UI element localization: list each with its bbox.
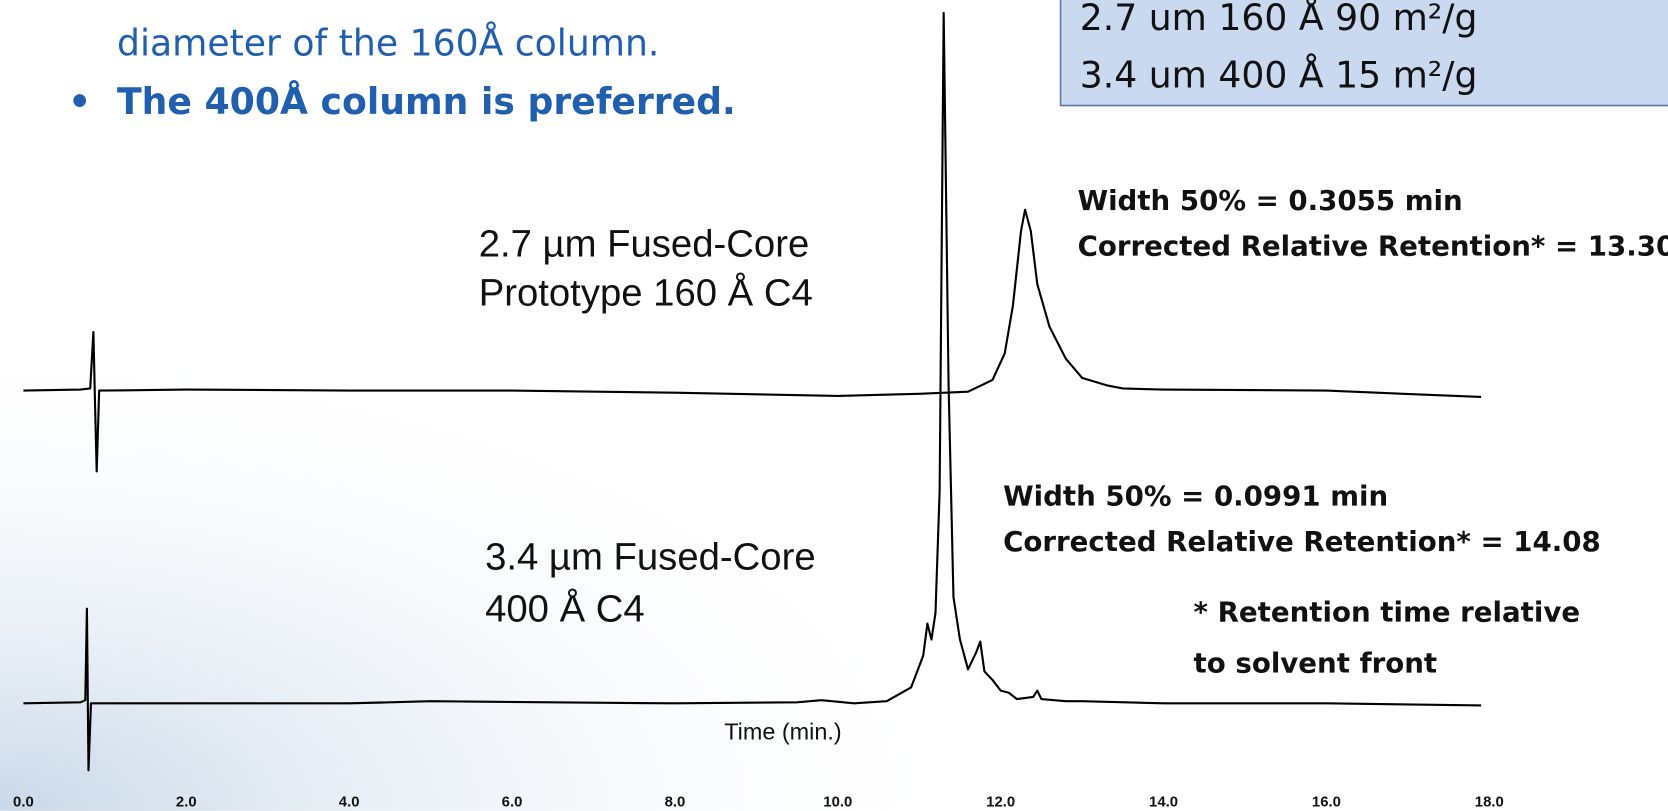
x-tick-label: 14.0 (1149, 795, 1178, 811)
annotation: 2.7 µm Fused-Core (479, 223, 810, 266)
bullet-text: The 400Å column is preferred. (117, 80, 736, 123)
x-tick-label: 16.0 (1312, 795, 1341, 811)
x-tick-label: 0.0 (13, 795, 34, 811)
bullet-dot: • (68, 80, 91, 123)
x-tick-label: 8.0 (665, 795, 686, 811)
info-box (1059, 0, 1668, 107)
box-line: 2.7 um 160 Å 90 m²/g (1080, 0, 1478, 39)
x-tick-label: 18.0 (1475, 795, 1504, 811)
x-tick-label: 4.0 (339, 795, 360, 811)
box-line: 3.4 um 400 Å 15 m²/g (1080, 53, 1478, 96)
x-axis-label: Time (min.) (724, 719, 841, 745)
trace (23, 11, 1482, 772)
trace (23, 208, 1482, 473)
annotation: to solvent front (1194, 647, 1438, 680)
annotation: * Retention time relative (1194, 595, 1581, 628)
x-tick-label: 10.0 (823, 795, 852, 811)
bullet-text: diameter of the 160Å column. (117, 22, 659, 65)
x-tick-label: 2.0 (176, 795, 197, 811)
x-tick-label: 6.0 (502, 795, 523, 811)
annotation: Width 50% = 0.0991 min (1003, 479, 1388, 512)
x-tick-label: 12.0 (986, 795, 1015, 811)
annotation: Prototype 160 Å C4 (479, 271, 813, 315)
annotation: Width 50% = 0.3055 min (1078, 184, 1463, 217)
annotation: 400 Å C4 (485, 586, 645, 630)
annotation: 3.4 µm Fused-Core (485, 535, 816, 578)
annotation: Corrected Relative Retention* = 13.30 (1078, 230, 1668, 263)
plot: 0.0 2.0 4.0 6.0 8.0 10.0 12.0 14.0 16.0 18.0 (13, 11, 1504, 811)
annotation: Corrected Relative Retention* = 14.08 (1003, 525, 1601, 558)
